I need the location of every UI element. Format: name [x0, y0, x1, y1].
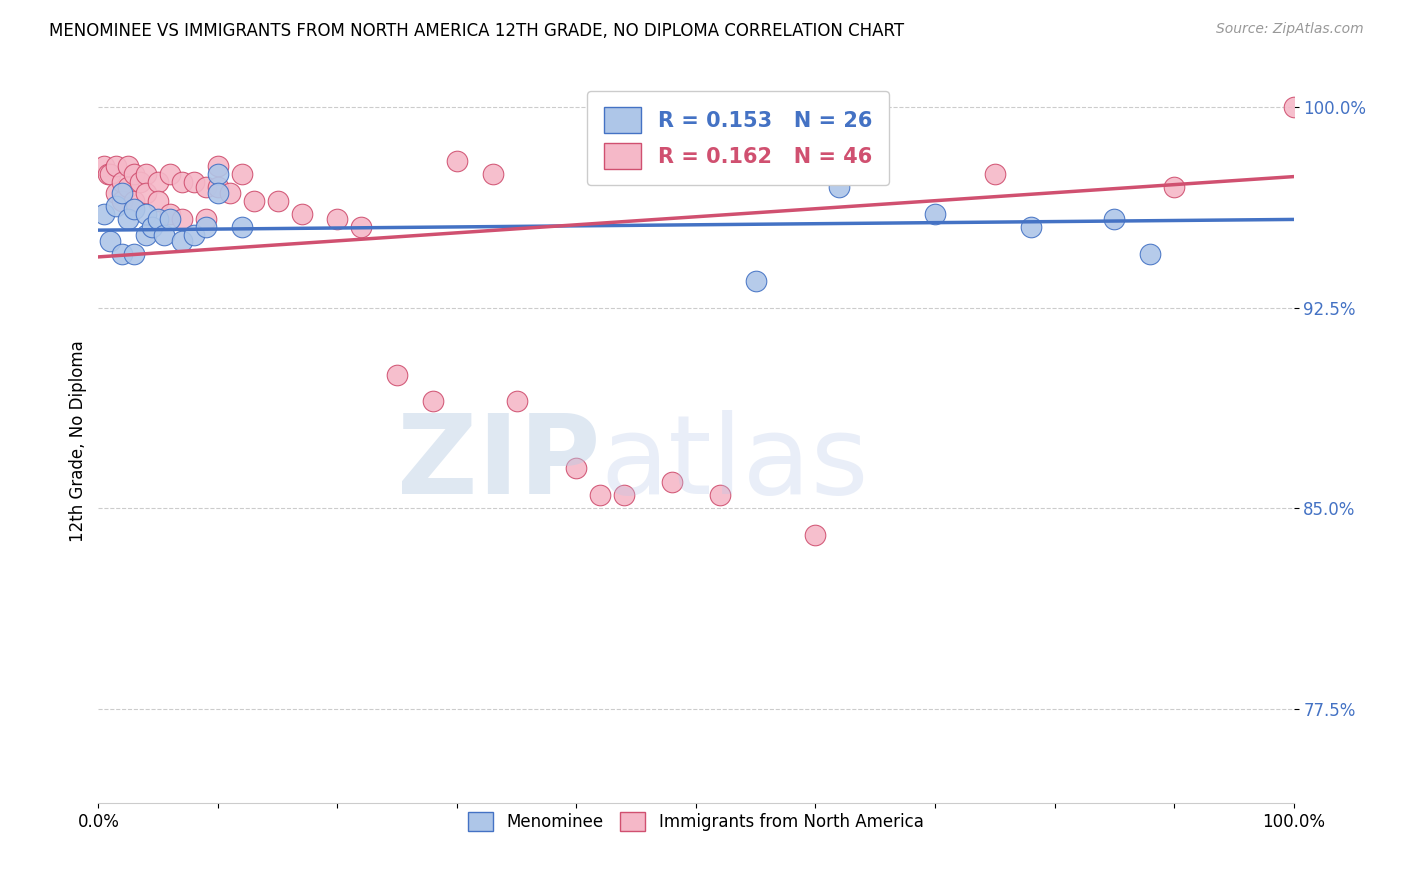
Point	[709, 488, 731, 502]
Point	[506, 394, 529, 409]
Point	[481, 167, 505, 181]
Point	[661, 475, 683, 489]
Point	[159, 167, 181, 181]
Point	[93, 207, 115, 221]
Y-axis label: 12th Grade, No Diploma: 12th Grade, No Diploma	[69, 341, 87, 542]
Text: Source: ZipAtlas.com: Source: ZipAtlas.com	[1216, 22, 1364, 37]
Point	[219, 186, 242, 200]
Point	[207, 186, 229, 200]
Point	[159, 207, 181, 221]
Point	[153, 228, 176, 243]
Text: atlas: atlas	[600, 409, 869, 516]
Point	[183, 228, 205, 243]
Point	[291, 207, 314, 221]
Point	[195, 180, 218, 194]
Point	[745, 274, 768, 288]
Point	[117, 159, 139, 173]
Text: MENOMINEE VS IMMIGRANTS FROM NORTH AMERICA 12TH GRADE, NO DIPLOMA CORRELATION CH: MENOMINEE VS IMMIGRANTS FROM NORTH AMERI…	[49, 22, 904, 40]
Point	[804, 528, 827, 542]
Point	[141, 220, 163, 235]
Point	[124, 202, 146, 216]
Point	[422, 394, 444, 409]
Point	[1139, 247, 1161, 261]
Point	[267, 194, 290, 208]
Point	[148, 194, 170, 208]
Point	[446, 153, 468, 168]
Point	[135, 167, 157, 181]
Point	[565, 461, 588, 475]
Point	[124, 167, 146, 181]
Point	[207, 167, 229, 181]
Point	[207, 159, 229, 173]
Point	[93, 159, 115, 173]
Point	[135, 186, 157, 200]
Legend: Menominee, Immigrants from North America: Menominee, Immigrants from North America	[461, 805, 931, 838]
Point	[124, 247, 146, 261]
Point	[159, 212, 181, 227]
Point	[172, 175, 194, 189]
Point	[195, 220, 218, 235]
Point	[231, 220, 253, 235]
Point	[1282, 100, 1305, 114]
Point	[117, 180, 139, 194]
Point	[105, 159, 128, 173]
Point	[984, 167, 1007, 181]
Text: ZIP: ZIP	[396, 409, 600, 516]
Point	[183, 175, 205, 189]
Point	[98, 167, 122, 181]
Point	[243, 194, 266, 208]
Point	[1163, 180, 1185, 194]
Point	[1019, 220, 1042, 235]
Point	[172, 234, 194, 248]
Point	[98, 234, 122, 248]
Point	[129, 175, 152, 189]
Point	[105, 199, 128, 213]
Point	[207, 180, 229, 194]
Point	[148, 175, 170, 189]
Point	[326, 212, 349, 227]
Point	[135, 207, 157, 221]
Point	[385, 368, 409, 382]
Point	[924, 207, 946, 221]
Point	[111, 186, 134, 200]
Point	[350, 220, 373, 235]
Point	[1104, 212, 1126, 227]
Point	[135, 228, 157, 243]
Point	[111, 247, 134, 261]
Point	[828, 180, 851, 194]
Point	[589, 488, 612, 502]
Point	[148, 212, 170, 227]
Point	[195, 212, 218, 227]
Point	[172, 212, 194, 227]
Point	[117, 212, 139, 227]
Point	[105, 186, 128, 200]
Point	[111, 175, 134, 189]
Point	[111, 194, 134, 208]
Point	[124, 194, 146, 208]
Point	[613, 488, 636, 502]
Point	[97, 167, 120, 181]
Point	[231, 167, 253, 181]
